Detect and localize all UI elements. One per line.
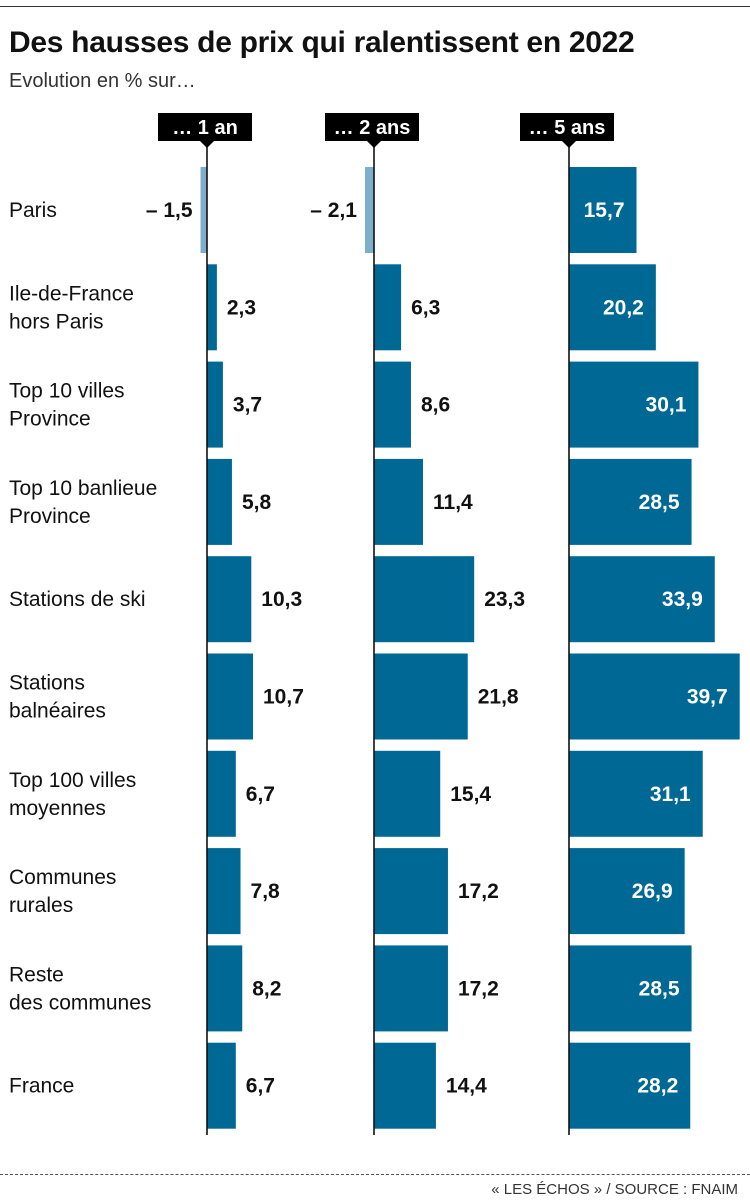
category-label: Reste xyxy=(9,963,64,986)
data-label: 28,5 xyxy=(639,491,680,514)
bar xyxy=(374,556,475,643)
series-header-label: … 1 an xyxy=(172,117,238,139)
bar xyxy=(374,653,468,740)
bar xyxy=(207,945,243,1032)
bar xyxy=(364,167,374,253)
bar xyxy=(207,458,232,545)
category-label: Paris xyxy=(9,199,57,222)
bar xyxy=(569,653,740,740)
bar xyxy=(569,458,692,545)
series-header-label: … 5 ans xyxy=(529,117,606,139)
data-label: 6,7 xyxy=(246,1075,275,1098)
bar xyxy=(569,361,699,448)
bar xyxy=(569,556,715,643)
series-header-pointer xyxy=(562,141,576,148)
series-header-pointer xyxy=(200,141,214,148)
data-label: 39,7 xyxy=(687,686,728,709)
bar xyxy=(374,945,448,1032)
bar xyxy=(569,945,692,1032)
bar xyxy=(374,848,448,935)
data-label: 20,2 xyxy=(603,296,644,319)
data-label: 5,8 xyxy=(242,491,272,514)
category-label: Communes xyxy=(9,866,116,889)
category-label: hors Paris xyxy=(9,310,104,333)
bar xyxy=(569,750,703,837)
bottom-rule xyxy=(0,1174,750,1175)
top-rule xyxy=(0,6,750,7)
chart-subtitle: Evolution en % sur… xyxy=(9,70,196,92)
category-label: Province xyxy=(9,408,91,431)
data-label: 17,2 xyxy=(458,977,499,1000)
series-header-box xyxy=(325,113,419,141)
data-label: 14,4 xyxy=(446,1075,487,1098)
bar xyxy=(569,167,637,253)
source-note: « LES ÉCHOS » / SOURCE : FNAIM xyxy=(491,1181,738,1198)
category-label: Ile-de-France xyxy=(9,282,134,305)
data-label: 26,9 xyxy=(632,880,673,903)
bar xyxy=(569,1042,691,1129)
category-label: rurales xyxy=(9,894,73,917)
data-label: 11,4 xyxy=(433,491,473,514)
bar xyxy=(569,264,656,351)
bar xyxy=(374,264,402,351)
data-label: 31,1 xyxy=(650,783,691,806)
category-label: Top 10 banlieue xyxy=(9,477,157,500)
series-header-pointer xyxy=(367,141,381,148)
data-label: 33,9 xyxy=(662,588,703,611)
bar xyxy=(207,848,241,935)
chart-title: Des hausses de prix qui ralentissent en … xyxy=(9,26,635,59)
series-header-label: … 2 ans xyxy=(334,117,411,139)
bar xyxy=(207,1042,236,1129)
bar xyxy=(207,361,223,448)
data-label: 28,5 xyxy=(639,977,680,1000)
data-label: 10,3 xyxy=(261,588,302,611)
series-header-box xyxy=(520,113,614,141)
bar xyxy=(569,848,685,935)
data-label: 8,6 xyxy=(421,394,450,417)
category-label: moyennes xyxy=(9,797,106,820)
data-label: 23,3 xyxy=(484,588,525,611)
bar xyxy=(374,750,441,837)
data-label: 15,7 xyxy=(584,199,625,222)
category-label: Top 10 villes xyxy=(9,380,125,403)
data-label: 10,7 xyxy=(263,686,304,709)
bar xyxy=(374,1042,436,1129)
category-label: Stations de ski xyxy=(9,588,146,611)
bar xyxy=(207,264,217,351)
data-label: 6,7 xyxy=(246,783,275,806)
data-label: 15,4 xyxy=(450,783,491,806)
data-label: 6,3 xyxy=(411,296,440,319)
series-header-box xyxy=(158,113,252,141)
bar xyxy=(200,167,207,253)
data-label: 8,2 xyxy=(252,977,281,1000)
data-label: 3,7 xyxy=(233,394,262,417)
data-label: – 1,5 xyxy=(146,199,193,222)
category-label: des communes xyxy=(9,991,151,1014)
bar-chart: Paris Ile-de-France hors Paris Top 10 ville… xyxy=(9,113,740,1135)
category-label: Top 100 villes xyxy=(9,769,136,792)
category-label: Province xyxy=(9,505,91,528)
data-label: 28,2 xyxy=(637,1075,678,1098)
data-label: 2,3 xyxy=(227,296,256,319)
bar xyxy=(374,361,411,448)
bar xyxy=(207,556,252,643)
data-label: – 2,1 xyxy=(310,199,357,222)
category-label: Stations xyxy=(9,672,85,695)
data-label: 7,8 xyxy=(251,880,281,903)
data-label: 17,2 xyxy=(458,880,499,903)
data-label: 30,1 xyxy=(646,394,687,417)
bar xyxy=(207,653,254,740)
category-label: balnéaires xyxy=(9,700,106,723)
data-label: 21,8 xyxy=(478,686,519,709)
bar xyxy=(374,458,424,545)
category-label: France xyxy=(9,1075,74,1098)
bar xyxy=(207,750,236,837)
